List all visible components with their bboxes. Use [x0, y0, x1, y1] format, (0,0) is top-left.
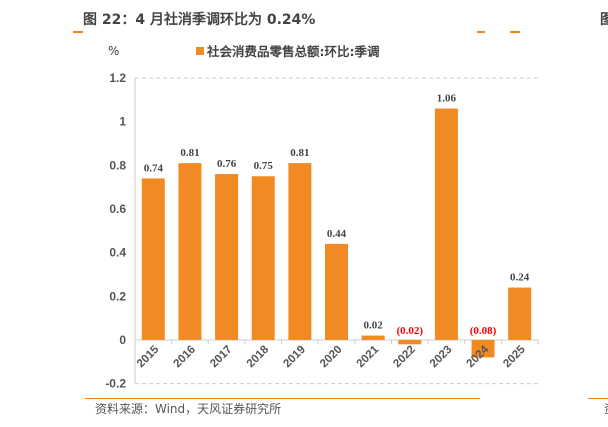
y-tick-label: 0.8 [109, 158, 126, 172]
bar-2025 [508, 287, 532, 340]
data-label: (0.02) [396, 325, 423, 337]
data-label: 1.06 [437, 93, 457, 105]
title-rule-right [477, 31, 485, 33]
legend-swatch [196, 46, 204, 55]
bar-2018 [251, 176, 275, 340]
title-rule-left [73, 31, 83, 33]
x-tick-label: 2021 [355, 343, 382, 370]
next-title-rule [510, 31, 520, 33]
bar-2023 [434, 108, 458, 340]
bar-2019 [288, 163, 312, 340]
data-label: 0.81 [290, 147, 309, 159]
data-label: (0.08) [470, 325, 497, 337]
x-tick-label: 2019 [281, 344, 308, 371]
source-rule [85, 398, 480, 399]
y-tick-label: 1 [119, 115, 126, 129]
data-label: 0.81 [180, 147, 199, 159]
y-tick-label: 0.2 [109, 289, 126, 303]
y-tick-label: 1.2 [109, 71, 126, 85]
x-tick-label: 2023 [428, 344, 455, 371]
next-source-rule [588, 398, 608, 399]
bar-2020 [325, 243, 348, 340]
x-tick-label: 2022 [391, 344, 418, 371]
y-axis-unit: % [108, 44, 120, 58]
data-label: 0.74 [144, 162, 164, 174]
x-tick-label: 2015 [135, 343, 162, 370]
data-label: 0.24 [510, 272, 530, 284]
data-label: 0.76 [217, 158, 237, 170]
legend-label: 社会消费品零售总额:环比:季调 [207, 44, 380, 59]
bar-2015 [141, 178, 165, 340]
x-tick-label: 2020 [318, 344, 345, 371]
data-label: 0.02 [364, 320, 384, 332]
next-panel-title: 图 [600, 12, 608, 28]
y-tick-label: 0.4 [109, 246, 126, 260]
bar-2016 [178, 163, 202, 340]
y-tick-label: 0 [119, 333, 126, 347]
figure-title: 图 22：4 月社消季调环比为 0.24% [83, 12, 316, 28]
x-tick-label: 2025 [501, 343, 528, 370]
x-tick-label: 2016 [171, 344, 198, 371]
x-tick-label: 2018 [245, 343, 272, 370]
next-panel-source: 资 [604, 400, 608, 417]
source-note: 资料来源：Wind，天风证券研究所 [95, 402, 282, 416]
bar-2022 [398, 339, 422, 345]
bar-2024 [471, 339, 495, 358]
bar-2021 [361, 335, 385, 340]
bar-2017 [215, 174, 239, 340]
data-label: 0.75 [254, 160, 274, 172]
y-tick-label: 0.6 [109, 202, 126, 216]
x-tick-label: 2017 [208, 344, 235, 371]
legend: 社会消费品零售总额:环比:季调 [196, 41, 380, 60]
data-label: 0.44 [327, 228, 347, 240]
y-tick-label: -0.2 [105, 377, 126, 391]
